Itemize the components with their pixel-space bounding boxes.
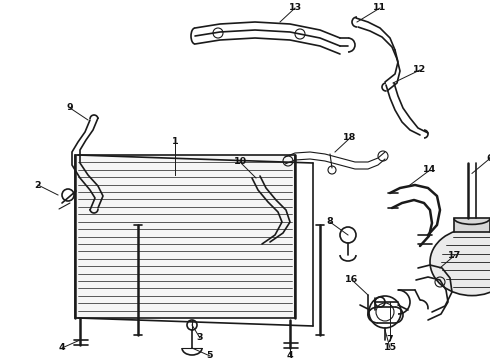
Text: 16: 16 xyxy=(345,275,359,284)
Bar xyxy=(75,155,295,318)
Text: 15: 15 xyxy=(384,343,396,352)
Text: 3: 3 xyxy=(197,333,203,342)
Text: 4: 4 xyxy=(59,343,65,352)
Text: 11: 11 xyxy=(373,4,387,13)
Text: 5: 5 xyxy=(207,351,213,360)
Text: 10: 10 xyxy=(233,158,246,166)
Text: 17: 17 xyxy=(448,251,462,260)
Text: 4: 4 xyxy=(287,351,294,360)
Text: 7: 7 xyxy=(387,336,393,345)
Text: 12: 12 xyxy=(414,66,427,75)
Text: 18: 18 xyxy=(343,134,357,143)
Text: 13: 13 xyxy=(289,4,301,13)
Bar xyxy=(454,219,490,233)
Text: 1: 1 xyxy=(172,138,178,147)
Text: 14: 14 xyxy=(423,166,437,175)
Text: 2: 2 xyxy=(35,180,41,189)
Text: 6: 6 xyxy=(487,154,490,163)
Text: 8: 8 xyxy=(327,217,333,226)
Ellipse shape xyxy=(430,228,490,296)
Text: 9: 9 xyxy=(67,104,74,112)
